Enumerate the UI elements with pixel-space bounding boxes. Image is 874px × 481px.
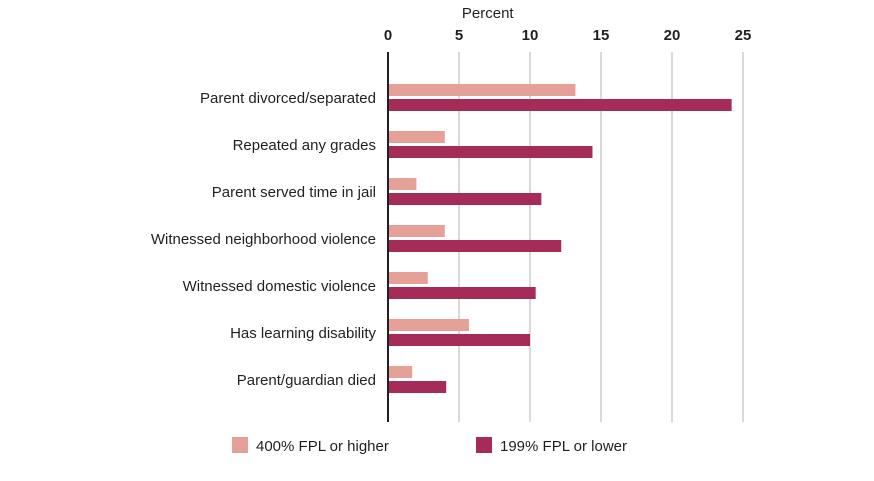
bar-high-income-4: [388, 272, 428, 284]
legend-swatch-0: [232, 437, 248, 453]
bar-low-income-2: [388, 193, 542, 205]
bar-low-income-6: [388, 381, 447, 393]
x-tick-labels: 0 5 10 15 20 25: [384, 27, 752, 44]
bar-high-income-3: [388, 225, 445, 237]
legend-label-1: 199% FPL or lower: [500, 438, 627, 455]
category-label-5: Has learning disability: [230, 325, 376, 342]
category-label-0: Parent divorced/separated: [200, 90, 376, 107]
bar-low-income-1: [388, 146, 593, 158]
bar-low-income-3: [388, 240, 562, 252]
bar-low-income-4: [388, 287, 536, 299]
bar-low-income-0: [388, 99, 732, 111]
x-tick-label-20: 20: [664, 27, 681, 44]
bar-high-income-2: [388, 178, 417, 190]
bar-low-income-5: [388, 334, 530, 346]
category-label-1: Repeated any grades: [233, 137, 376, 154]
x-tick-label-0: 0: [384, 27, 392, 44]
category-labels: Parent divorced/separated Repeated any gr…: [151, 90, 377, 389]
gridlines: [458, 52, 744, 422]
x-tick-label-25: 25: [735, 27, 752, 44]
legend-swatch-1: [476, 437, 492, 453]
x-tick-label-10: 10: [522, 27, 539, 44]
bar-high-income-0: [388, 84, 576, 96]
x-tick-label-5: 5: [455, 27, 463, 44]
category-label-4: Witnessed domestic violence: [183, 278, 376, 295]
category-label-3: Witnessed neighborhood violence: [151, 231, 376, 248]
bar-high-income-5: [388, 319, 469, 331]
category-label-2: Parent served time in jail: [212, 184, 376, 201]
legend-label-0: 400% FPL or higher: [256, 438, 389, 455]
bar-high-income-1: [388, 131, 445, 143]
x-axis-title: Percent: [462, 5, 515, 22]
bar-high-income-6: [388, 366, 413, 378]
x-tick-label-15: 15: [593, 27, 610, 44]
legend: 400% FPL or higher 199% FPL or lower: [232, 437, 627, 455]
bars-group: [388, 84, 732, 393]
category-label-6: Parent/guardian died: [237, 372, 376, 389]
